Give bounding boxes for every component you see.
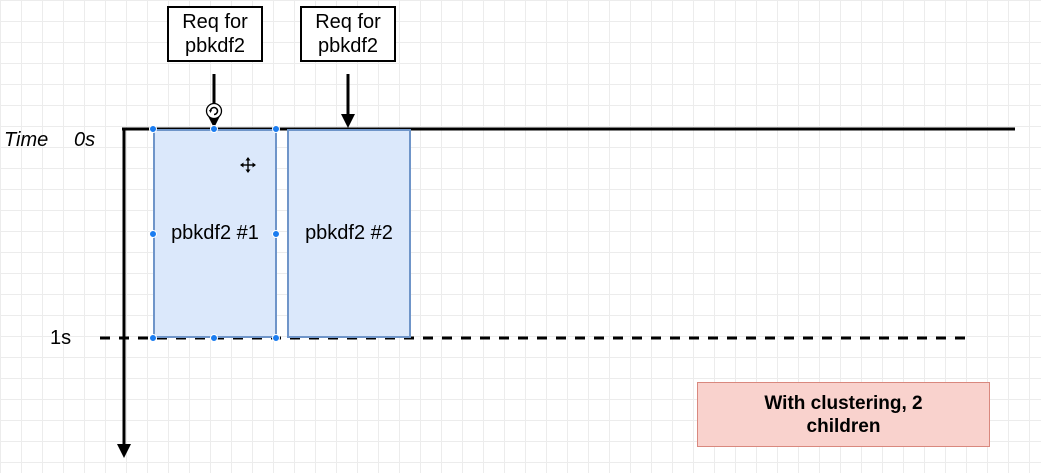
request-label-1: Req for pbkdf2 <box>182 11 248 57</box>
selection-handle-bottom-middle[interactable] <box>210 334 218 342</box>
pbkdf2-block-2-label: pbkdf2 #2 <box>305 222 393 244</box>
selection-handle-top-middle[interactable] <box>210 125 218 133</box>
request-label-2: Req for pbkdf2 <box>315 11 381 57</box>
request-box-1[interactable]: Req for pbkdf2 <box>167 6 263 62</box>
selection-handle-top-right[interactable] <box>272 125 280 133</box>
move-cursor-icon <box>240 157 256 173</box>
clustering-note[interactable]: With clustering, 2 children <box>697 382 990 447</box>
selection-handle-middle-left[interactable] <box>149 230 157 238</box>
pbkdf2-block-1[interactable]: pbkdf2 #1 <box>153 129 277 338</box>
request-arrowhead-2 <box>341 114 355 128</box>
pbkdf2-block-1-label: pbkdf2 #1 <box>171 222 259 244</box>
selection-handle-middle-right[interactable] <box>272 230 280 238</box>
selection-handle-bottom-left[interactable] <box>149 334 157 342</box>
time-label: Time <box>4 129 49 151</box>
time-axis-arrowhead <box>117 444 131 458</box>
selection-handle-bottom-right[interactable] <box>272 334 280 342</box>
time-0s-label: 0s <box>74 129 96 151</box>
rotate-handle-icon[interactable] <box>205 102 223 120</box>
request-box-2[interactable]: Req for pbkdf2 <box>300 6 396 62</box>
time-1s-label: 1s <box>50 327 72 349</box>
selection-handle-top-left[interactable] <box>149 125 157 133</box>
clustering-note-text: With clustering, 2 children <box>764 392 923 437</box>
pbkdf2-block-2[interactable]: pbkdf2 #2 <box>287 129 411 338</box>
